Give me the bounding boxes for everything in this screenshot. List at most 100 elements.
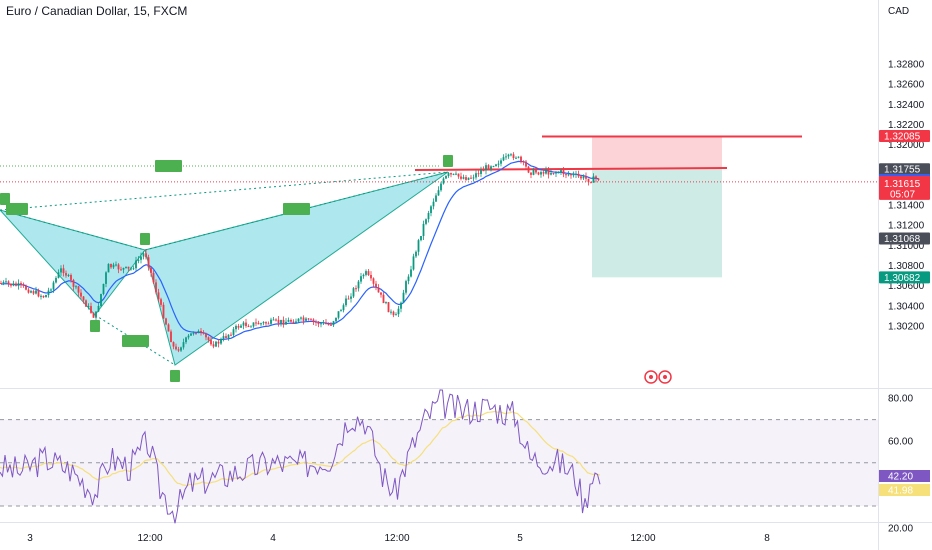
candle — [127, 266, 130, 269]
candle — [392, 311, 395, 316]
candle — [170, 331, 172, 343]
rsi-pane — [0, 389, 878, 524]
candle — [437, 190, 440, 196]
price-tick-label: 1.32600 — [888, 80, 925, 91]
candle — [240, 325, 242, 328]
candle — [375, 283, 377, 288]
candle — [75, 286, 77, 288]
candle — [355, 288, 357, 290]
candle — [182, 342, 185, 348]
candle — [457, 173, 460, 177]
candle — [280, 319, 282, 324]
candle — [397, 308, 400, 315]
candle — [532, 169, 535, 175]
candle — [535, 169, 537, 173]
candle — [530, 172, 532, 175]
candle — [465, 177, 467, 180]
candle — [475, 173, 477, 178]
candle — [527, 166, 530, 173]
pattern-point-marker — [443, 155, 453, 167]
currency-label: CAD — [888, 6, 909, 17]
candle — [337, 311, 340, 318]
candle — [215, 341, 217, 347]
candle — [482, 170, 485, 172]
candle — [390, 311, 392, 313]
candle — [382, 294, 385, 304]
candle — [427, 213, 430, 220]
candle — [460, 176, 462, 179]
candle — [262, 322, 265, 324]
candle — [590, 182, 592, 184]
candle — [470, 177, 472, 179]
price-tag-label: 1.31755 — [884, 165, 921, 176]
candle — [105, 272, 107, 284]
candle — [540, 172, 542, 175]
candle — [312, 319, 315, 322]
time-tick-label: 4 — [270, 533, 276, 544]
candle — [307, 318, 310, 320]
candle — [92, 312, 95, 318]
candle — [277, 319, 280, 324]
candle — [100, 293, 102, 306]
candle — [395, 314, 397, 316]
candle — [165, 318, 167, 325]
candle — [447, 173, 450, 176]
candle — [440, 183, 442, 191]
candle — [332, 321, 335, 326]
candle — [320, 323, 322, 325]
candle — [487, 165, 490, 169]
time-tick-label: 8 — [764, 533, 770, 544]
time-tick-label: 5 — [517, 533, 523, 544]
candle — [205, 333, 207, 338]
candle — [207, 337, 210, 341]
candle — [255, 322, 257, 324]
candle — [405, 281, 407, 293]
time-axis[interactable]: 3 12:00 4 12:00 5 12:00 8 — [27, 533, 770, 544]
candle — [185, 337, 187, 343]
position-tool[interactable] — [592, 135, 722, 278]
candle — [577, 173, 580, 177]
candle — [415, 251, 417, 257]
candle — [87, 306, 90, 308]
candle — [452, 173, 455, 175]
candle — [160, 299, 162, 305]
pattern-ratio-line — [0, 209, 146, 251]
candle — [202, 332, 205, 334]
candle — [365, 271, 367, 275]
candles — [0, 152, 600, 353]
candle — [82, 296, 85, 301]
candle — [327, 324, 330, 326]
candle — [290, 320, 292, 322]
candle — [97, 305, 100, 312]
horizontal-lines[interactable] — [0, 135, 878, 183]
candle — [225, 336, 227, 338]
pattern-ratio-line — [94, 314, 176, 366]
candle — [575, 173, 577, 175]
candle — [267, 323, 270, 325]
candle — [90, 306, 92, 313]
price-axis[interactable]: CAD1.328001.326001.324001.322001.320001.… — [879, 6, 930, 535]
candle — [402, 292, 405, 303]
candle — [282, 319, 285, 325]
candle — [157, 292, 160, 300]
candle — [210, 340, 212, 345]
price-tick-label: 1.30600 — [888, 281, 925, 292]
candle — [410, 269, 412, 277]
candle — [495, 164, 497, 167]
candle — [190, 333, 192, 336]
event-icons[interactable] — [644, 370, 672, 384]
candle — [380, 292, 382, 295]
harmonic-pattern[interactable] — [0, 155, 453, 382]
candle — [512, 154, 515, 159]
rsi-value-tag — [879, 484, 930, 496]
pattern-point-marker — [170, 370, 180, 382]
candle — [555, 172, 557, 174]
candle — [305, 318, 307, 321]
price-tag-label: 1.31615 — [884, 179, 921, 190]
price-tick-label: 1.32400 — [888, 100, 925, 111]
candle — [70, 274, 72, 280]
candle — [32, 291, 35, 294]
candle — [505, 156, 507, 158]
pattern-ratio-marker — [122, 335, 149, 347]
